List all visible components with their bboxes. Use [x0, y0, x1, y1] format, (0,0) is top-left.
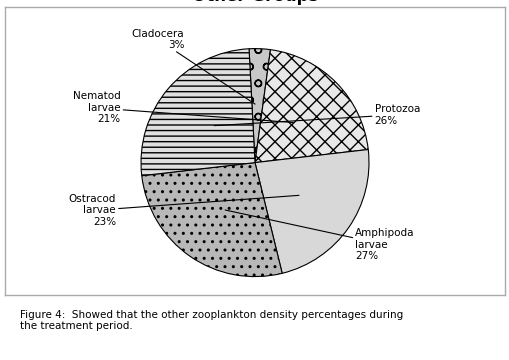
Wedge shape — [254, 50, 367, 163]
Text: Ostracod
larvae
23%: Ostracod larvae 23% — [68, 194, 298, 227]
Text: Cladocera
3%: Cladocera 3% — [131, 29, 254, 104]
Wedge shape — [142, 163, 281, 276]
Title: Other Groups: Other Groups — [191, 0, 318, 5]
Wedge shape — [254, 149, 369, 273]
Wedge shape — [140, 49, 254, 176]
Wedge shape — [248, 49, 270, 163]
Text: Protozoa
26%: Protozoa 26% — [214, 104, 419, 126]
Text: Nematod
larvae
21%: Nematod larvae 21% — [73, 91, 292, 125]
Text: Figure 4:  Showed that the other zooplankton density percentages during
the trea: Figure 4: Showed that the other zooplank… — [20, 310, 403, 331]
Text: Amphipoda
larvae
27%: Amphipoda larvae 27% — [225, 210, 414, 261]
